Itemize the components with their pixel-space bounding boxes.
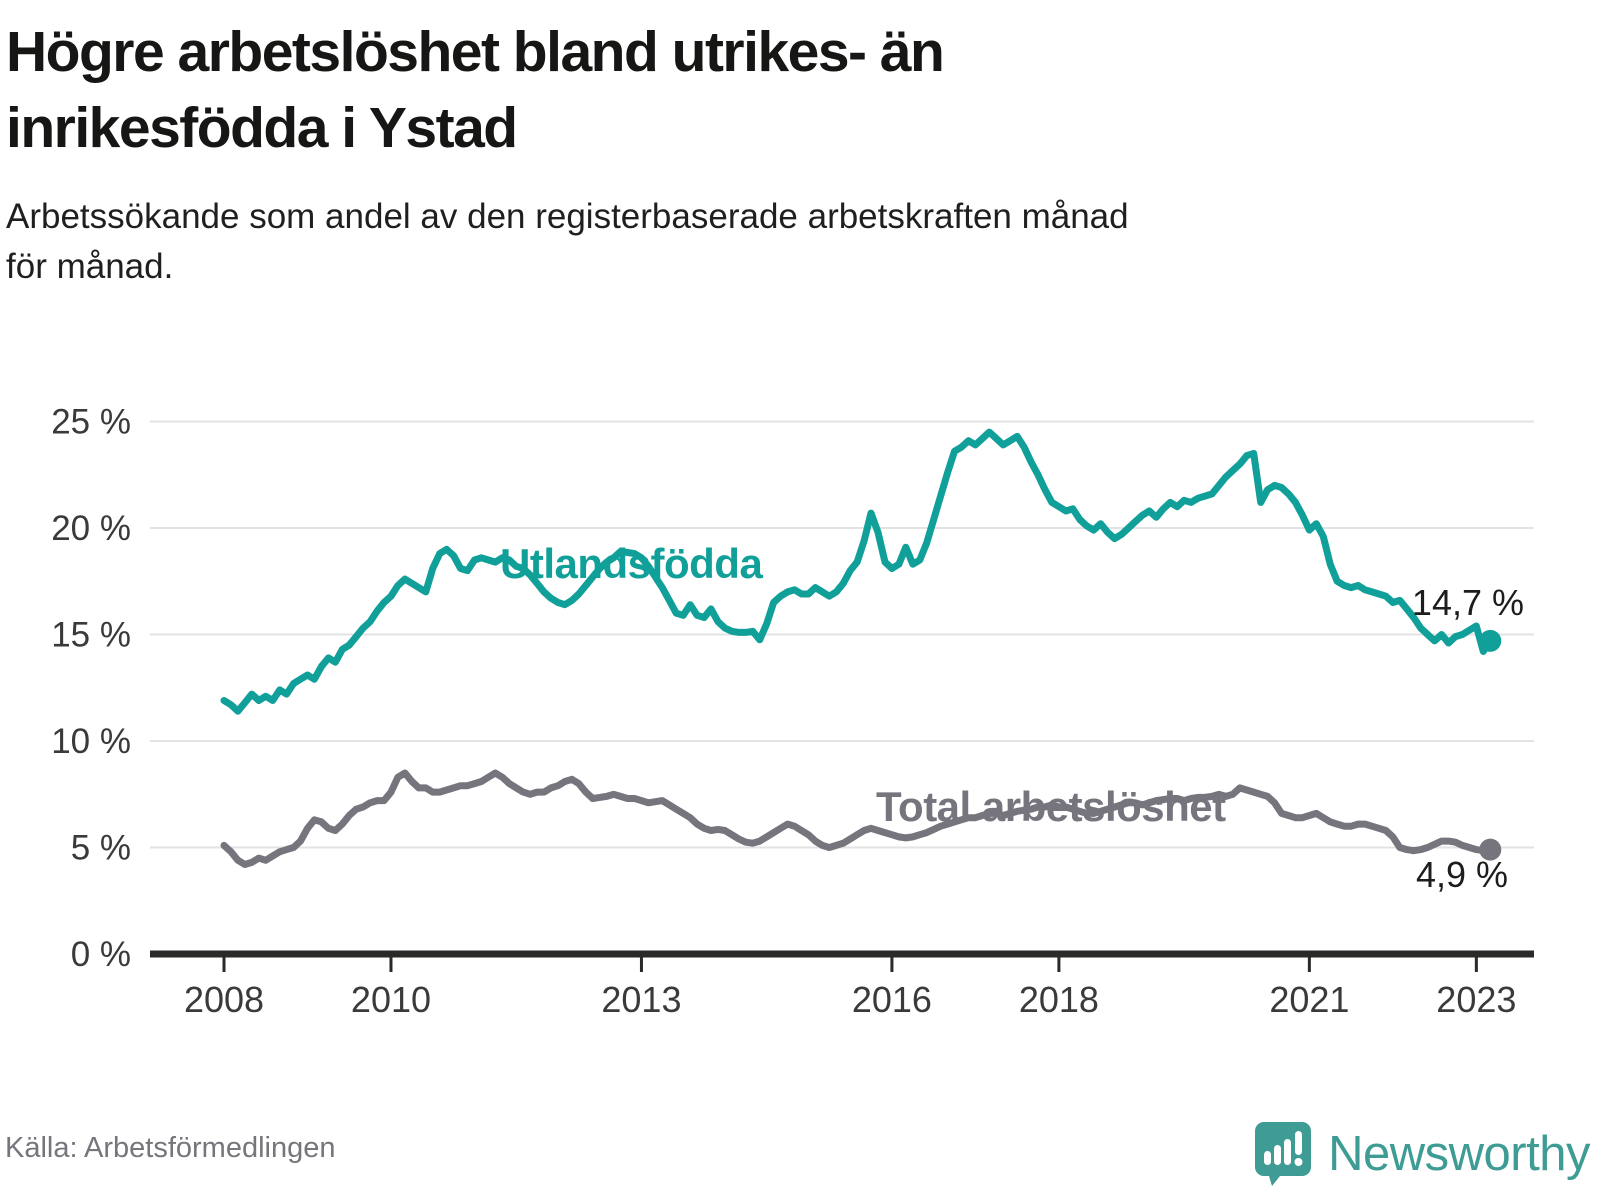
x-axis-tick-label: 2018: [1019, 979, 1099, 1020]
series-line-utlandsfodda: [220, 428, 1494, 715]
y-axis-tick-label: 15 %: [51, 616, 131, 655]
y-axis-tick-label: 20 %: [51, 509, 131, 548]
x-axis-tick-label: 2023: [1436, 979, 1516, 1020]
chart-title: Högre arbetslöshet bland utrikes- än inr…: [6, 14, 945, 166]
series-label-total-arbetsloshet: Total arbetslöshet: [876, 783, 1226, 830]
x-axis-tick-label: 2021: [1269, 979, 1349, 1020]
chart-title-line1: Högre arbetslöshet bland utrikes- än: [6, 20, 945, 84]
y-axis-tick-label: 25 %: [51, 403, 131, 442]
x-axis-tick-label: 2008: [184, 979, 264, 1020]
newsworthy-logo: Newsworthy: [1254, 1108, 1590, 1200]
series-end-dot-total: [1479, 838, 1502, 861]
chart-subtitle-line2: för månad.: [6, 247, 174, 286]
series-end-dot-utlandsfodda: [1479, 629, 1502, 652]
x-axis-tick-label: 2010: [351, 979, 431, 1020]
series-line-total: [220, 769, 1494, 868]
end-value-label-utlandsfodda: 14,7 %: [1411, 582, 1524, 623]
chart-subtitle-line1: Arbetssökande som andel av den registerb…: [6, 197, 1129, 236]
x-axis-tick-label: 2016: [852, 979, 932, 1020]
chart-subtitle: Arbetssökande som andel av den registerb…: [6, 192, 1129, 292]
y-axis-tick-label: 0 %: [71, 935, 131, 974]
chart-title-line2: inrikesfödda i Ystad: [6, 96, 518, 160]
end-value-label-total: 4,9 %: [1415, 854, 1508, 895]
y-axis-tick-label: 10 %: [51, 722, 131, 761]
newsworthy-logo-icon: [1255, 1122, 1312, 1186]
series-label-utlandsfodda: Utlandsfödda: [500, 540, 763, 587]
y-axis-tick-label: 5 %: [71, 829, 131, 868]
source-note: Källa: Arbetsförmedlingen: [5, 1132, 336, 1164]
newsworthy-logo-wordmark: Newsworthy: [1328, 1127, 1590, 1181]
x-axis-tick-label: 2013: [601, 979, 681, 1020]
